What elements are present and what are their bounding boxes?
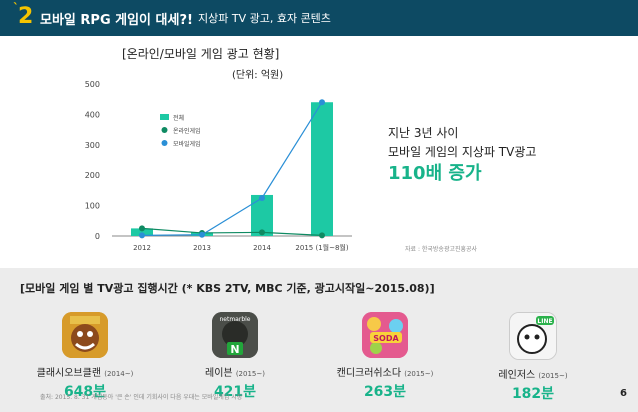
data-point xyxy=(199,231,205,238)
callout: 지난 3년 사이 모바일 게임의 지상파 TV광고 110배 증가 xyxy=(388,124,536,183)
y-tick-label: 200 xyxy=(85,171,100,180)
chart-area: [온라인/모바일 게임 광고 현황] (단위: 억원) 0 100 200 300 40… xyxy=(0,36,638,266)
y-tick-label: 400 xyxy=(85,110,100,119)
bottom-panel: [모바일 게임 별 TV광고 집행시간 (* KBS 2TV, MBC 기준, … xyxy=(0,268,638,412)
ad-spend-chart: [온라인/모바일 게임 광고 현황] (단위: 억원) 0 100 200 300 40… xyxy=(85,47,352,252)
raven-badge: netmarble xyxy=(219,316,250,323)
game-card: SODA 캔디크러쉬소다 (2015~) 263분 xyxy=(320,312,450,401)
data-point xyxy=(319,232,325,239)
x-tick-label: 2012 xyxy=(133,244,151,252)
header-bar: ` 2 모바일 RPG 게임이 대세?! 지상파 TV 광고, 효자 콘텐츠 xyxy=(0,0,638,36)
game-minutes: 263분 xyxy=(363,384,407,400)
x-tick-label: 2014 xyxy=(253,244,271,252)
line-badge: LINE xyxy=(537,318,552,325)
bottom-title: [모바일 게임 별 TV광고 집행시간 (* KBS 2TV, MBC 기준, … xyxy=(20,282,435,295)
page-title: 모바일 RPG 게임이 대세?! xyxy=(40,13,193,28)
game-name: 클래시오브클랜 (2014~) xyxy=(36,368,134,379)
legend-swatch xyxy=(161,140,168,146)
bar-total xyxy=(311,102,333,237)
section-number: 2 xyxy=(18,4,34,29)
game-name: 레인저스 (2015~) xyxy=(498,370,568,381)
x-tick-label: 2015 (1월~8월) xyxy=(295,243,348,252)
chart-source: 자료 : 한국방송광고진흥공사 xyxy=(405,246,478,253)
rangers-icon: LINE xyxy=(509,312,557,360)
legend-label: 모바일게임 xyxy=(173,140,201,148)
game-card: netmarble N 레이븐 (2015~) 421분 xyxy=(170,312,300,401)
y-tick-label: 100 xyxy=(85,202,100,211)
legend-swatch xyxy=(160,114,169,120)
bar-total xyxy=(251,194,273,236)
page-subtitle: 지상파 TV 광고, 효자 콘텐츠 xyxy=(198,12,331,25)
y-tick-label: 0 xyxy=(95,232,100,241)
game-card: 클래시오브클랜 (2014~) 648분 xyxy=(20,312,150,401)
legend-label: 온라인게임 xyxy=(173,127,201,135)
callout-highlight: 110배 증가 xyxy=(388,163,482,184)
callout-line1: 지난 3년 사이 xyxy=(388,126,459,140)
soda-badge: SODA xyxy=(373,334,399,343)
data-point xyxy=(319,99,325,106)
chart-title: [온라인/모바일 게임 광고 현황] xyxy=(122,47,279,61)
legend-label: 전체 xyxy=(173,114,184,122)
series-line xyxy=(141,227,323,236)
x-tick-label: 2013 xyxy=(193,244,211,252)
data-point xyxy=(139,232,145,239)
raven-icon: netmarble N xyxy=(212,312,258,358)
game-minutes: 182분 xyxy=(511,386,555,402)
game-name: 레이븐 (2015~) xyxy=(205,368,265,379)
data-point xyxy=(139,225,145,232)
raven-badge-n: N xyxy=(230,343,239,356)
clash-of-clans-icon xyxy=(62,312,108,358)
legend-swatch xyxy=(161,127,168,133)
tick-mark: ` xyxy=(13,1,19,15)
game-card: LINE 레인저스 (2015~) 182분 xyxy=(468,312,598,403)
data-point xyxy=(259,229,265,236)
game-minutes: 648분 xyxy=(63,384,107,400)
chart-unit: (단위: 억원) xyxy=(232,68,283,81)
game-minutes: 421분 xyxy=(213,384,257,400)
page-number: 6 xyxy=(620,388,627,399)
data-point xyxy=(259,195,265,201)
series-line xyxy=(141,101,323,236)
bar-total xyxy=(131,228,153,236)
game-name: 캔디크러쉬소다 (2015~) xyxy=(336,368,434,379)
footnote: 출처: 2015. 8. 31 게임동아 '큰 손' 인데 기회사이 다음 우대… xyxy=(40,394,243,401)
callout-line2: 모바일 게임의 지상파 TV광고 xyxy=(388,145,537,159)
y-tick-label: 300 xyxy=(85,141,100,150)
candy-crush-soda-icon: SODA xyxy=(362,312,408,358)
y-tick-label: 500 xyxy=(85,80,100,89)
